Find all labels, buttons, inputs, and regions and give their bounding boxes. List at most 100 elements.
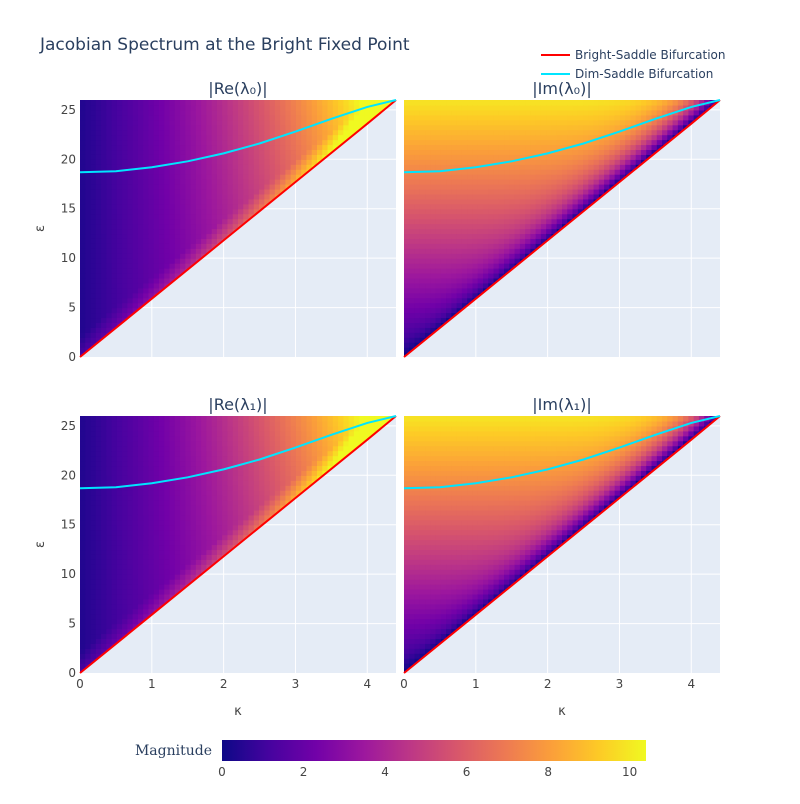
heatmap-cell [222,431,228,437]
heatmap-cell [306,110,312,116]
heatmap-cell [191,451,197,457]
heatmap-cell [206,545,212,551]
heatmap-cell [646,100,652,106]
heatmap-cell [488,263,494,269]
heatmap-cell [191,149,197,155]
heatmap-cell [227,120,233,126]
heatmap-cell [562,219,568,225]
heatmap-cell [233,214,239,220]
heatmap-cell [80,224,86,230]
heatmap-cell [254,130,260,136]
heatmap-cell [583,189,589,195]
heatmap-cell [96,643,102,649]
heatmap-cell [148,204,154,210]
heatmap-cell [227,100,233,106]
heatmap-cell [106,515,112,521]
heatmap-cell [478,184,484,190]
heatmap-cell [409,115,415,121]
heatmap-cell [436,278,442,284]
heatmap-cell [185,574,191,580]
heatmap-cell [573,115,579,121]
heatmap-cell [180,530,186,536]
heatmap-cell [615,125,621,131]
heatmap-cell [562,199,568,205]
heatmap-cell [196,480,202,486]
heatmap-cell [143,100,149,106]
heatmap-cell [112,248,118,254]
heatmap-cell [154,465,160,471]
heatmap-cell [217,224,223,230]
heatmap-cell [525,120,531,126]
heatmap-cell [599,144,605,150]
heatmap-cell [425,273,431,279]
heatmap-cell [296,144,302,150]
heatmap-cell [180,263,186,269]
heatmap-cell [133,229,139,235]
heatmap-cell [451,248,457,254]
heatmap-cell [106,589,112,595]
heatmap-cell [180,579,186,585]
heatmap-cell [462,278,468,284]
heatmap-cell [127,436,133,442]
heatmap-cell [509,219,515,225]
heatmap-cell [227,169,233,175]
heatmap-cell [578,189,584,195]
heatmap-cell [478,179,484,185]
heatmap-cell [467,144,473,150]
heatmap-cell [148,460,154,466]
heatmap-cell [420,253,426,259]
heatmap-cell [127,159,133,165]
heatmap-cell [112,298,118,304]
heatmap-cell [85,229,91,235]
heatmap-cell [222,495,228,501]
heatmap-cell [112,564,118,570]
heatmap-cell [536,130,542,136]
heatmap-cell [441,238,447,244]
heatmap-cell [525,233,531,239]
heatmap-cell [148,233,154,239]
heatmap-cell [259,490,265,496]
heatmap-cell [143,569,149,575]
heatmap-cell [148,559,154,565]
heatmap-cell [143,135,149,141]
heatmap-cell [106,189,112,195]
heatmap-cell [567,110,573,116]
heatmap-cell [196,564,202,570]
heatmap-cell [201,243,207,249]
heatmap-cell [164,451,170,457]
heatmap-cell [180,574,186,580]
heatmap-cell [122,115,128,121]
heatmap-cell [80,322,86,328]
heatmap-cell [85,125,91,131]
heatmap-cell [652,125,658,131]
heatmap-cell [515,100,521,106]
heatmap-cell [196,229,202,235]
heatmap-cell [254,154,260,160]
heatmap-cell [227,144,233,150]
heatmap-cell [191,238,197,244]
heatmap-cell [494,135,500,141]
heatmap-cell [233,480,239,486]
heatmap-cell [404,159,410,165]
heatmap-cell [504,194,510,200]
heatmap-cell [525,204,531,210]
heatmap-cell [217,436,223,442]
heatmap-cell [85,554,91,560]
heatmap-cell [91,559,97,565]
heatmap-cell [180,515,186,521]
heatmap-cell [338,125,344,131]
heatmap-cell [494,189,500,195]
heatmap-cell [573,159,579,165]
heatmap-cell [457,194,463,200]
heatmap-cell [425,313,431,319]
heatmap-cell [117,293,123,299]
heatmap-cell [467,253,473,259]
heatmap-cell [604,154,610,160]
heatmap-cell [494,125,500,131]
heatmap-cell [148,144,154,150]
heatmap-cell [441,179,447,185]
heatmap-cell [509,125,515,131]
heatmap-cell [551,209,557,215]
